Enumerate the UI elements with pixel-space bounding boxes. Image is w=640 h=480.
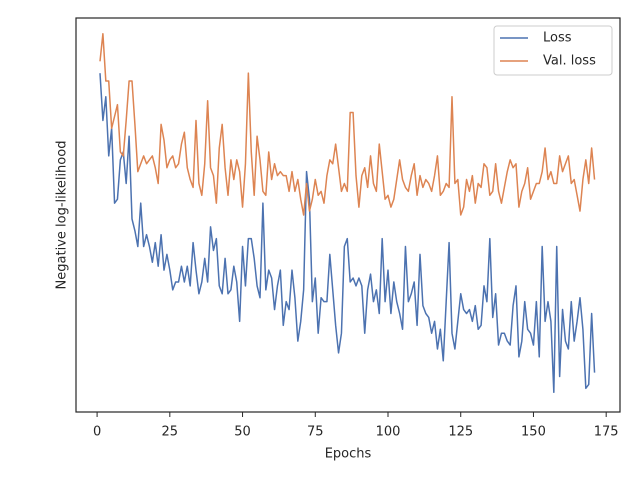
legend-label: Loss — [543, 31, 572, 46]
plot-frame — [75, 17, 621, 413]
x-tick-label: 25 — [162, 425, 179, 440]
x-tick-label: 100 — [376, 425, 401, 440]
series-line — [99, 33, 596, 216]
x-axis-label: Epochs — [325, 447, 372, 462]
legend-label: Val. loss — [543, 54, 596, 69]
series-line — [99, 73, 596, 394]
y-axis-label: Negative log-likelihood — [55, 141, 70, 290]
x-tick-label: 50 — [234, 425, 251, 440]
x-tick-label: 0 — [93, 425, 101, 440]
x-tick-label: 150 — [521, 425, 546, 440]
x-tick-label: 125 — [448, 425, 473, 440]
x-tick-label: 175 — [594, 425, 619, 440]
x-tick-label: 75 — [307, 425, 324, 440]
